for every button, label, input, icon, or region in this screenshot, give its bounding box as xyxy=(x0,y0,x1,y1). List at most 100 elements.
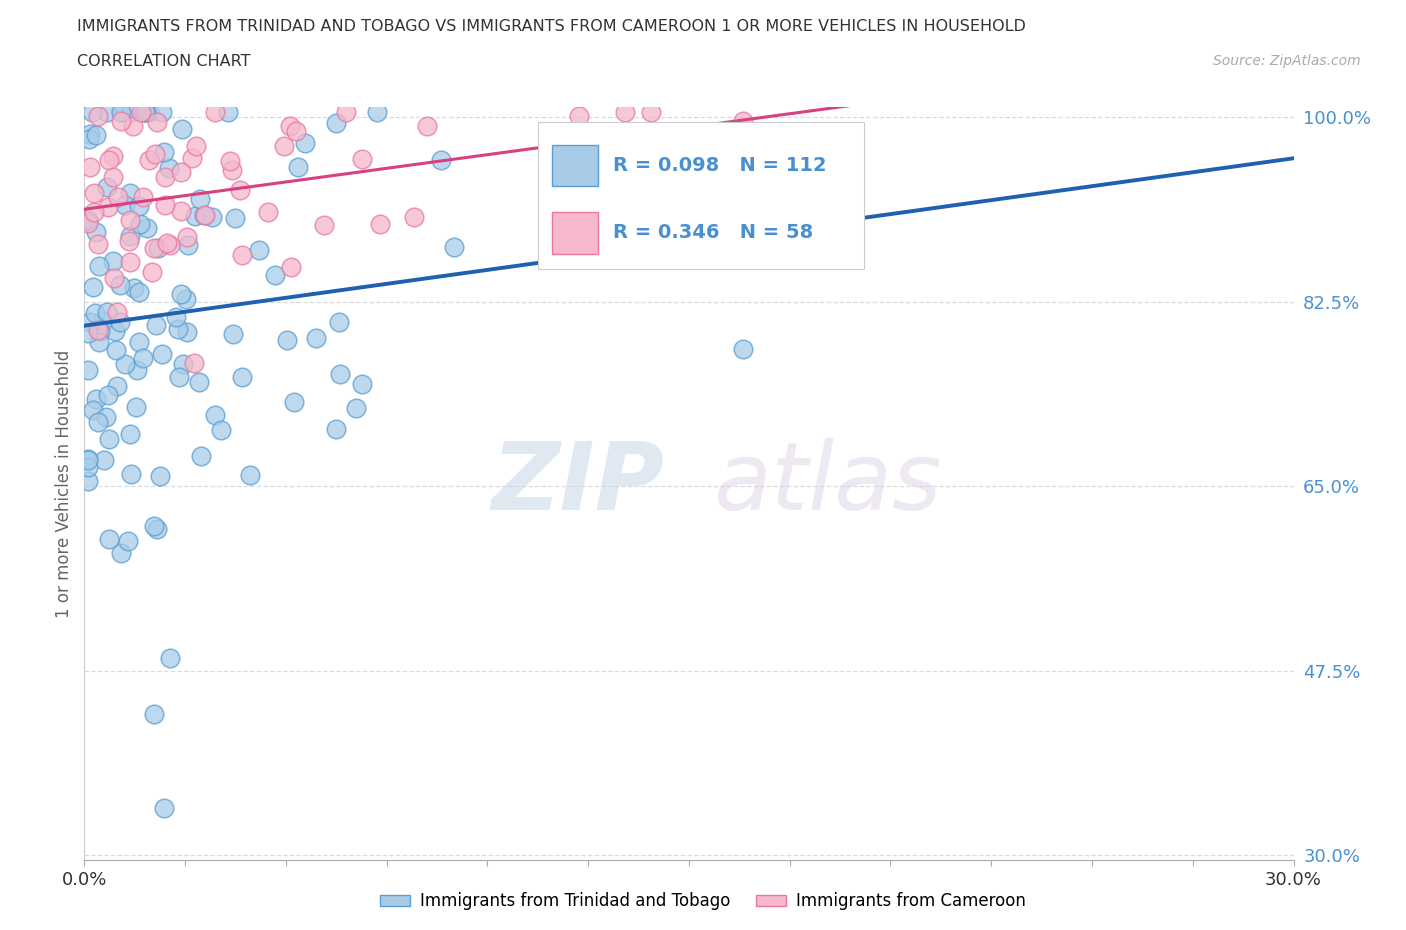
Point xyxy=(257,205,280,219)
Point xyxy=(278,118,301,133)
Text: IMMIGRANTS FROM TRINIDAD AND TOBAGO VS IMMIGRANTS FROM CAMEROON 1 OR MORE VEHICL: IMMIGRANTS FROM TRINIDAD AND TOBAGO VS I… xyxy=(77,19,1026,33)
Point xyxy=(101,170,124,185)
Point xyxy=(138,153,160,167)
Point xyxy=(87,414,110,429)
Point xyxy=(118,185,141,200)
Point xyxy=(146,522,169,537)
Point xyxy=(138,105,160,120)
Point xyxy=(352,152,374,166)
Point xyxy=(77,213,100,228)
Point xyxy=(204,105,226,120)
Point xyxy=(430,153,453,167)
Point xyxy=(96,180,118,195)
Point xyxy=(159,237,181,252)
Point xyxy=(221,163,243,178)
Point xyxy=(153,197,176,212)
Point xyxy=(108,278,131,293)
Point xyxy=(98,153,121,167)
Point xyxy=(201,209,224,224)
Point xyxy=(122,280,145,295)
Point xyxy=(186,139,208,153)
Point xyxy=(148,241,170,256)
Point xyxy=(91,313,114,328)
Point xyxy=(239,468,262,483)
Point xyxy=(153,144,176,159)
Point xyxy=(613,105,636,120)
Point xyxy=(82,403,104,418)
Point xyxy=(114,198,136,213)
Point xyxy=(172,121,194,136)
Point xyxy=(222,326,245,341)
Point xyxy=(83,306,105,321)
Point xyxy=(77,473,100,488)
Point xyxy=(96,105,118,120)
Point xyxy=(273,139,295,153)
Point xyxy=(129,217,152,232)
Point xyxy=(105,304,128,319)
Point xyxy=(183,355,205,370)
Point xyxy=(153,801,176,816)
Point xyxy=(84,392,107,406)
Point xyxy=(128,285,150,299)
Point xyxy=(114,356,136,371)
Point xyxy=(128,334,150,349)
Text: Source: ZipAtlas.com: Source: ZipAtlas.com xyxy=(1213,54,1361,68)
Point xyxy=(184,209,207,224)
Point xyxy=(229,182,252,197)
Point xyxy=(231,247,253,262)
Point xyxy=(350,377,373,392)
Point xyxy=(153,170,176,185)
Point xyxy=(176,230,198,245)
Point xyxy=(167,369,190,384)
Point xyxy=(640,105,662,120)
Point xyxy=(305,330,328,345)
Point xyxy=(117,534,139,549)
Point xyxy=(247,243,270,258)
Point xyxy=(96,305,118,320)
Legend: Immigrants from Trinidad and Tobago, Immigrants from Cameroon: Immigrants from Trinidad and Tobago, Imm… xyxy=(374,885,1032,917)
Point xyxy=(263,268,285,283)
Point xyxy=(280,259,302,274)
Point xyxy=(77,459,100,474)
Point xyxy=(165,310,187,325)
Text: R = 0.098   N = 112: R = 0.098 N = 112 xyxy=(613,156,827,175)
FancyBboxPatch shape xyxy=(538,122,865,269)
Point xyxy=(329,366,352,381)
Point xyxy=(366,105,388,120)
Point xyxy=(217,105,239,120)
Point xyxy=(86,237,108,252)
Text: atlas: atlas xyxy=(713,438,942,529)
Point xyxy=(159,650,181,665)
Point xyxy=(110,105,132,120)
Point xyxy=(194,207,217,222)
Point xyxy=(287,159,309,174)
Point xyxy=(402,210,425,225)
Point xyxy=(176,291,198,306)
Point xyxy=(105,379,128,393)
Point xyxy=(125,399,148,414)
Point xyxy=(110,545,132,560)
Point xyxy=(84,224,107,239)
FancyBboxPatch shape xyxy=(553,212,599,254)
Point xyxy=(170,165,193,179)
Point xyxy=(87,323,110,338)
Point xyxy=(136,220,159,235)
Point xyxy=(568,109,591,124)
Point xyxy=(146,114,169,129)
Point xyxy=(193,207,215,222)
Point xyxy=(98,432,121,446)
Point xyxy=(143,707,166,722)
Point xyxy=(104,342,127,357)
Point xyxy=(169,286,191,301)
Point xyxy=(325,116,347,131)
Text: R = 0.346   N = 58: R = 0.346 N = 58 xyxy=(613,223,813,242)
Point xyxy=(145,318,167,333)
Point xyxy=(276,333,298,348)
Point xyxy=(87,335,110,350)
Point xyxy=(110,105,132,120)
Point xyxy=(120,467,142,482)
Point xyxy=(150,347,173,362)
Point xyxy=(135,105,157,120)
Point xyxy=(77,214,100,229)
Point xyxy=(108,314,131,329)
